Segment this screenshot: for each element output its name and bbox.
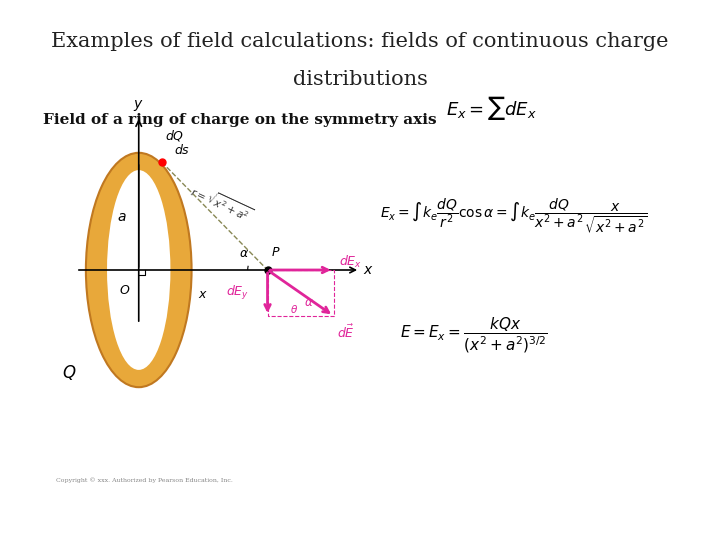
Text: distributions: distributions (292, 70, 428, 89)
Text: $x$: $x$ (198, 288, 208, 301)
Ellipse shape (107, 170, 171, 370)
Text: $P$: $P$ (271, 246, 280, 259)
Text: $dE_x$: $dE_x$ (339, 254, 362, 270)
Text: $\alpha$: $\alpha$ (304, 296, 313, 309)
Text: $E_x = \sum dE_x$: $E_x = \sum dE_x$ (446, 94, 537, 122)
Text: $r = \sqrt{x^2+a^2}$: $r = \sqrt{x^2+a^2}$ (188, 180, 255, 225)
Text: Examples of field calculations: fields of continuous charge: Examples of field calculations: fields o… (51, 32, 669, 51)
Text: $dE_y$: $dE_y$ (226, 284, 249, 302)
Ellipse shape (86, 153, 192, 387)
Text: Copyright © xxx. Authorized by Pearson Education, Inc.: Copyright © xxx. Authorized by Pearson E… (56, 478, 233, 483)
Text: $E_x = \int k_e \dfrac{dQ}{r^2}\cos\alpha = \int k_e \dfrac{dQ}{x^2+a^2}\dfrac{x: $E_x = \int k_e \dfrac{dQ}{r^2}\cos\alph… (380, 197, 647, 235)
Text: $ds$: $ds$ (174, 143, 190, 157)
Text: $a$: $a$ (117, 211, 127, 224)
Text: $dQ$: $dQ$ (165, 128, 184, 143)
Text: $y$: $y$ (133, 98, 144, 113)
Text: Field of a ring of charge on the symmetry axis: Field of a ring of charge on the symmetr… (43, 113, 436, 127)
Text: $x$: $x$ (364, 263, 374, 277)
Text: $O$: $O$ (119, 284, 130, 296)
Text: $d\vec{E}$: $d\vec{E}$ (337, 324, 355, 341)
Text: $\alpha$: $\alpha$ (239, 247, 249, 260)
Text: $E = E_x = \dfrac{kQx}{(x^2+a^2)^{3/2}}$: $E = E_x = \dfrac{kQx}{(x^2+a^2)^{3/2}}$ (400, 315, 547, 355)
Text: $\theta$: $\theta$ (290, 303, 298, 315)
Text: $Q$: $Q$ (62, 363, 76, 382)
